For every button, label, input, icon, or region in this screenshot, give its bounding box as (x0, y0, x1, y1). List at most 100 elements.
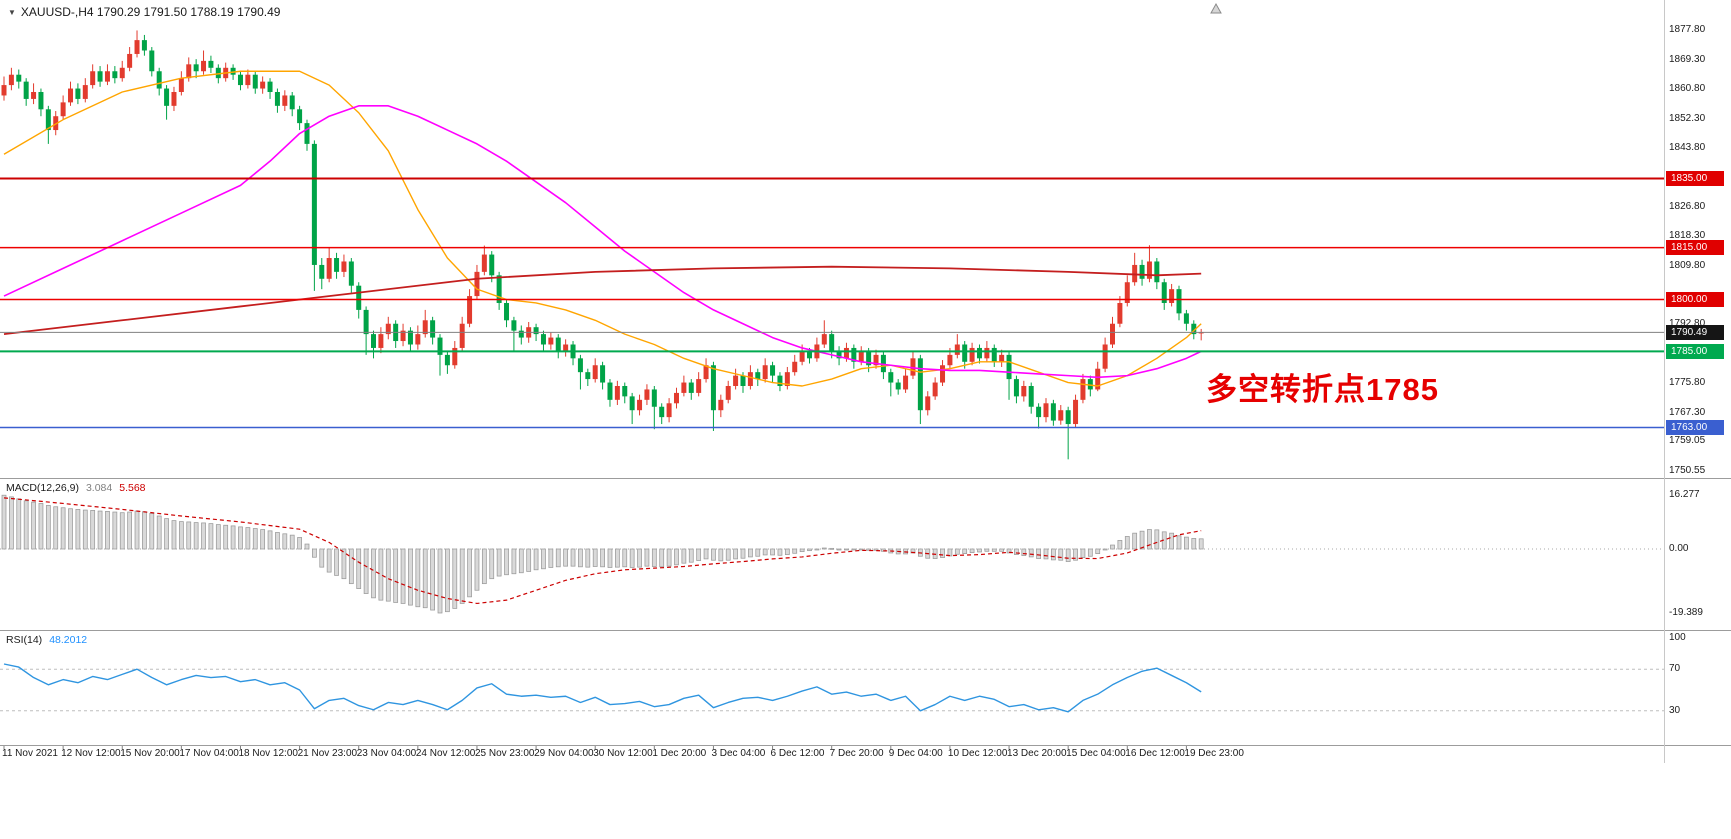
macd-histogram-bar (252, 528, 258, 550)
time-axis-label: 29 Nov 04:00 (534, 748, 594, 759)
macd-histogram-bar (755, 548, 761, 557)
macd-histogram-bar (112, 511, 118, 550)
candle-body-down (45, 109, 51, 131)
macd-signal-line (3, 497, 1202, 605)
macd-histogram-bar (215, 524, 221, 550)
macd-histogram-bar (614, 548, 620, 568)
candle-body-down (356, 285, 362, 310)
candle-body-down (252, 74, 258, 89)
price-axis-label: 1792.80 (1669, 318, 1705, 329)
chart-title-text: XAUUSD-,H4 1790.29 1791.50 1788.19 1790.… (20, 5, 281, 19)
macd-histogram-bar (866, 548, 872, 551)
price-axis-label: 1759.05 (1669, 435, 1706, 447)
macd-histogram-bar (1073, 548, 1078, 561)
macd-histogram-bar (334, 548, 339, 576)
macd-histogram-bar (223, 524, 229, 550)
macd-histogram-bar (304, 543, 310, 550)
annotation-text[interactable]: 多空转折点1785 (1206, 372, 1439, 407)
macd-histogram-bar (1080, 548, 1086, 558)
candle-body-down (164, 88, 170, 106)
macd-histogram-bar (408, 548, 413, 606)
time-axis-label: 25 Nov 23:00 (474, 748, 535, 759)
macd-histogram-bar (533, 548, 539, 571)
candle-body-down (518, 330, 524, 338)
symbol-dropdown-icon[interactable]: ▼ (8, 8, 16, 17)
candle-body-up (681, 382, 687, 393)
candle-body-down (334, 258, 340, 272)
candle-body-up (326, 258, 332, 279)
price-axis-label: 1750.55 (1669, 464, 1706, 476)
candle-body-up (1080, 379, 1086, 400)
candle-body-up (747, 372, 753, 386)
macd-histogram-bar (1176, 535, 1182, 550)
candle-body-up (592, 365, 598, 380)
macd-main-value: 3.084 (85, 482, 113, 494)
rsi-axis-label: 70 (1669, 663, 1681, 675)
macd-histogram-bar (1191, 538, 1197, 550)
macd-histogram-bar (260, 529, 266, 550)
macd-histogram-bar (82, 509, 88, 550)
candle-body-up (947, 354, 953, 366)
rsi-indicator-label: RSI(14) 48.2012 (6, 634, 87, 646)
candle-body-down (880, 354, 886, 373)
candle-body-up (467, 296, 473, 324)
macd-histogram-bar (1043, 548, 1049, 560)
macd-histogram-bar (1198, 538, 1204, 550)
macd-histogram-bar (969, 548, 975, 554)
candle-body-down (156, 71, 162, 89)
time-axis-label: 3 Dec 04:00 (711, 748, 766, 759)
macd-histogram-bar (1028, 548, 1034, 558)
candle-body-down (1154, 261, 1160, 283)
candle-body-up (90, 71, 96, 86)
rsi-axis-label: 30 (1669, 704, 1681, 716)
macd-histogram-bar (991, 548, 997, 552)
candle-body-up (60, 102, 66, 117)
price-badge-1815.00: 1815.00 (1666, 240, 1724, 256)
macd-histogram-bar (1036, 548, 1041, 559)
candle-body-down (1050, 403, 1056, 421)
candle-body-up (178, 78, 184, 93)
candle-body-down (407, 330, 413, 345)
candle-body-down (917, 358, 923, 411)
macd-histogram-bar (733, 548, 738, 560)
macd-histogram-bar (430, 548, 435, 611)
macd-histogram-bar (814, 548, 820, 551)
macd-histogram-bar (297, 537, 302, 550)
macd-histogram-bar (1124, 536, 1130, 550)
candle-body-up (378, 334, 384, 348)
macd-histogram-bar (393, 548, 399, 603)
macd-histogram-bar (60, 507, 66, 550)
candle-body-down (962, 344, 968, 362)
candle-body-up (1102, 344, 1108, 369)
macd-histogram-bar (1014, 548, 1019, 555)
chart-shift-marker-icon[interactable] (1210, 2, 1222, 14)
candle-body-up (171, 92, 177, 106)
candle-body-down (319, 264, 325, 279)
price-badge-1800.00: 1800.00 (1666, 292, 1724, 308)
macd-histogram-bar (1139, 530, 1145, 550)
candle-body-down (215, 67, 221, 79)
macd-histogram-bar (23, 500, 29, 550)
candle-body-down (540, 334, 546, 345)
price-axis-label: 1775.80 (1669, 377, 1706, 389)
candle-body-down (75, 88, 81, 99)
candle-body-up (903, 375, 909, 390)
macd-histogram-bar (511, 548, 517, 575)
candle-body-down (230, 67, 236, 75)
macd-histogram-bar (400, 548, 406, 604)
macd-histogram-bar (282, 533, 288, 550)
candle-body-down (363, 309, 369, 335)
macd-histogram-bar (134, 510, 140, 550)
macd-histogram-bar (681, 548, 687, 564)
macd-histogram-bar (356, 548, 362, 589)
macd-histogram-bar (164, 518, 169, 550)
candle-body-down (348, 261, 354, 286)
candle-body-up (481, 254, 487, 272)
macd-histogram-bar (363, 548, 369, 594)
macd-histogram-bar (371, 548, 376, 599)
macd-histogram-bar (873, 548, 879, 551)
candle-body-up (245, 74, 251, 86)
macd-histogram-bar (53, 506, 59, 550)
macd-histogram-bar (940, 548, 945, 558)
